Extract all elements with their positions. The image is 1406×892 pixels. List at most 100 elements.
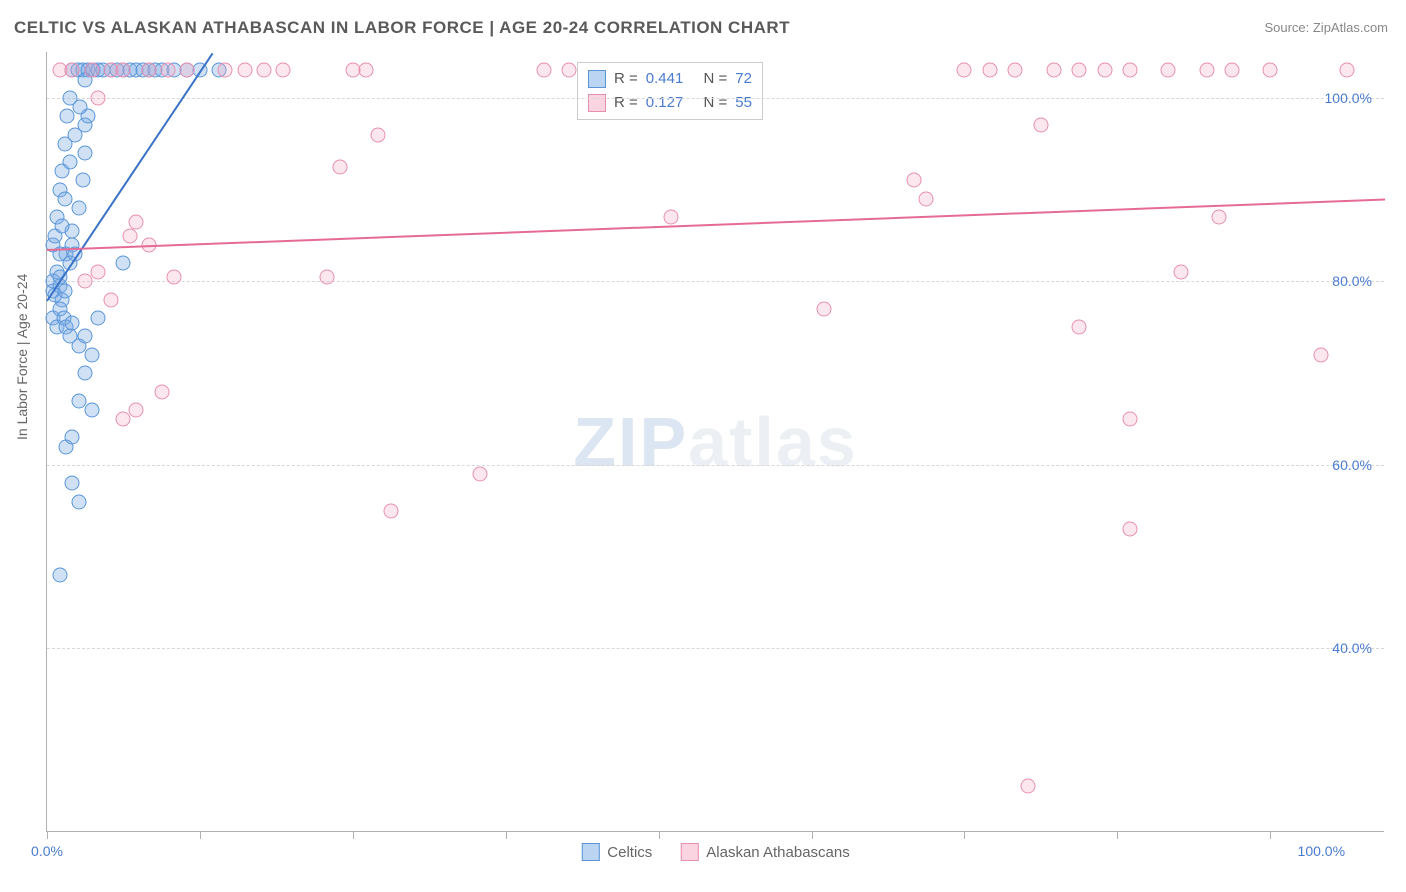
y-axis-label: In Labor Force | Age 20-24 [14, 274, 30, 440]
data-point [154, 384, 169, 399]
data-point [1123, 412, 1138, 427]
ytick-label: 40.0% [1332, 640, 1372, 656]
data-point [1263, 63, 1278, 78]
chart-container: CELTIC VS ALASKAN ATHABASCAN IN LABOR FO… [0, 0, 1406, 892]
legend-row-celtics: R = 0.441 N = 72 [588, 67, 752, 91]
swatch-blue-icon [581, 843, 599, 861]
data-point [65, 63, 80, 78]
source-label: Source: ZipAtlas.com [1264, 20, 1388, 35]
ytick-label: 100.0% [1325, 90, 1372, 106]
data-point [957, 63, 972, 78]
data-point [129, 402, 144, 417]
data-point [161, 63, 176, 78]
legend-item-athabascans: Alaskan Athabascans [680, 843, 849, 861]
data-point [371, 127, 386, 142]
xtick [1270, 831, 1271, 839]
data-point [78, 366, 93, 381]
data-point [116, 256, 131, 271]
data-point [562, 63, 577, 78]
data-point [84, 347, 99, 362]
r-prefix: R = [614, 91, 638, 115]
watermark-atlas: atlas [688, 403, 858, 481]
legend-label: Celtics [607, 844, 652, 861]
data-point [1212, 210, 1227, 225]
legend-series: Celtics Alaskan Athabascans [581, 843, 849, 861]
data-point [1339, 63, 1354, 78]
legend-label: Alaskan Athabascans [706, 844, 849, 861]
data-point [275, 63, 290, 78]
data-point [103, 292, 118, 307]
data-point [333, 159, 348, 174]
r-value-athabascans: 0.127 [646, 91, 684, 115]
trendline [47, 199, 1385, 251]
gridline [47, 281, 1384, 282]
data-point [68, 127, 83, 142]
data-point [52, 568, 67, 583]
data-point [78, 145, 93, 160]
xtick [812, 831, 813, 839]
xtick [1117, 831, 1118, 839]
data-point [65, 430, 80, 445]
ytick-label: 80.0% [1332, 273, 1372, 289]
data-point [1033, 118, 1048, 133]
n-value-athabascans: 55 [735, 91, 752, 115]
legend-correlation: R = 0.441 N = 72 R = 0.127 N = 55 [577, 62, 763, 120]
data-point [65, 476, 80, 491]
data-point [1314, 347, 1329, 362]
data-point [65, 315, 80, 330]
xtick-label: 100.0% [1298, 843, 1345, 859]
data-point [116, 412, 131, 427]
watermark-zip: ZIP [573, 403, 688, 481]
data-point [78, 274, 93, 289]
data-point [1046, 63, 1061, 78]
xtick-label: 0.0% [31, 843, 63, 859]
data-point [90, 265, 105, 280]
data-point [358, 63, 373, 78]
legend-item-celtics: Celtics [581, 843, 652, 861]
xtick [506, 831, 507, 839]
n-prefix: N = [703, 67, 727, 91]
n-prefix: N = [703, 91, 727, 115]
xtick [353, 831, 354, 839]
data-point [1199, 63, 1214, 78]
data-point [1097, 63, 1112, 78]
data-point [384, 503, 399, 518]
data-point [55, 219, 70, 234]
data-point [906, 173, 921, 188]
data-point [817, 301, 832, 316]
data-point [1008, 63, 1023, 78]
data-point [62, 155, 77, 170]
xtick [47, 831, 48, 839]
n-value-celtics: 72 [735, 67, 752, 91]
xtick [200, 831, 201, 839]
gridline [47, 98, 1384, 99]
data-point [141, 63, 156, 78]
data-point [1072, 320, 1087, 335]
data-point [57, 283, 72, 298]
data-point [1123, 63, 1138, 78]
data-point [75, 173, 90, 188]
data-point [167, 269, 182, 284]
data-point [84, 63, 99, 78]
data-point [473, 467, 488, 482]
data-point [180, 63, 195, 78]
data-point [536, 63, 551, 78]
data-point [84, 402, 99, 417]
ytick-label: 60.0% [1332, 457, 1372, 473]
data-point [982, 63, 997, 78]
data-point [256, 63, 271, 78]
data-point [57, 191, 72, 206]
swatch-blue-icon [588, 70, 606, 88]
watermark: ZIPatlas [573, 402, 857, 482]
swatch-pink-icon [680, 843, 698, 861]
data-point [1123, 522, 1138, 537]
data-point [320, 269, 335, 284]
plot-area: ZIPatlas R = 0.441 N = 72 R = 0.127 N = … [46, 52, 1384, 832]
data-point [664, 210, 679, 225]
xtick [659, 831, 660, 839]
gridline [47, 648, 1384, 649]
data-point [129, 214, 144, 229]
r-value-celtics: 0.441 [646, 67, 684, 91]
data-point [90, 311, 105, 326]
legend-row-athabascans: R = 0.127 N = 55 [588, 91, 752, 115]
